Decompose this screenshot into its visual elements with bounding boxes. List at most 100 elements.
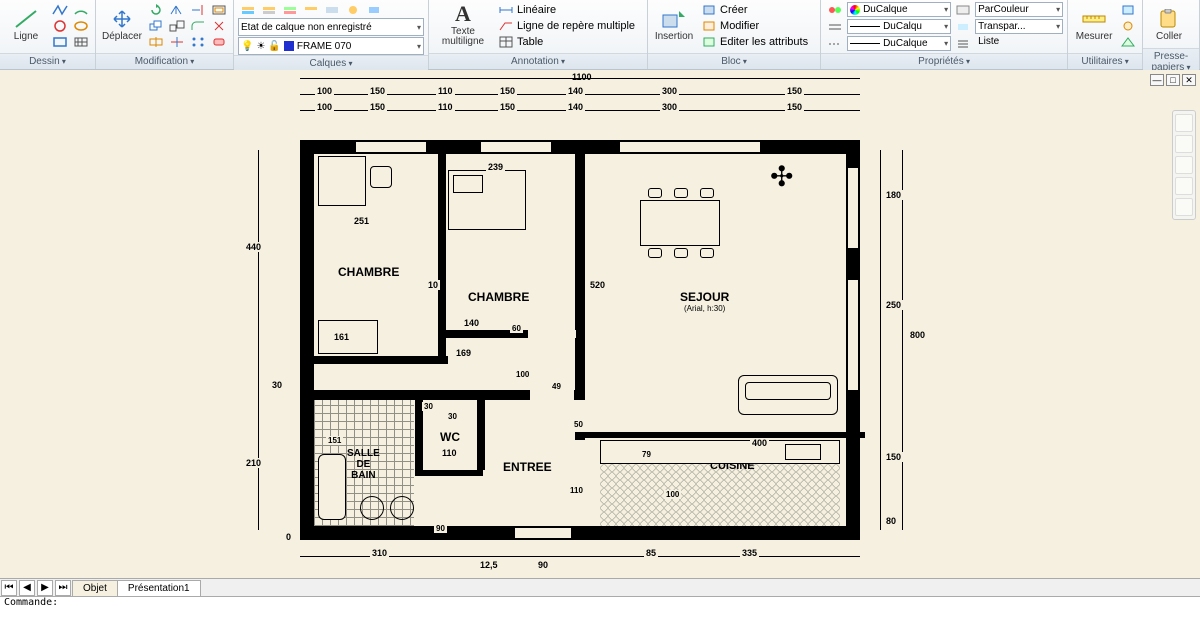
mirror-icon[interactable] (167, 2, 187, 17)
circle-icon[interactable] (50, 18, 70, 33)
layer-tool-5[interactable] (322, 2, 342, 17)
mesurer-label: Mesurer (1076, 32, 1113, 42)
scale-icon[interactable] (167, 18, 187, 33)
panel-title-dessin[interactable]: Dessin (0, 53, 95, 69)
list-icon[interactable] (953, 36, 973, 51)
texte-button[interactable]: A Texte multiligne (433, 2, 493, 48)
match-prop-icon[interactable] (825, 2, 845, 17)
stretch-icon[interactable] (146, 34, 166, 49)
nav-tool-3[interactable] (1175, 156, 1193, 174)
nav-tool-5[interactable] (1175, 198, 1193, 216)
prop-tool-b[interactable] (825, 19, 845, 34)
prop-tool-a[interactable] (953, 2, 973, 17)
polyline-icon[interactable] (50, 2, 70, 17)
attributs-button[interactable]: Editer les attributs (698, 34, 816, 49)
room-chambre1: CHAMBRE (338, 265, 399, 279)
insertion-button[interactable]: Insertion (652, 2, 696, 48)
util-1[interactable] (1118, 2, 1138, 17)
copy-icon[interactable] (146, 18, 166, 33)
layer-combo[interactable]: 💡 ☀ 🔓 FRAME 070 (238, 37, 424, 55)
ceiling-fan-icon: ✣ (770, 160, 793, 193)
tab-next-icon[interactable]: ▶ (37, 580, 53, 596)
plot-combo[interactable]: ParCouleur (975, 2, 1063, 17)
arc-icon[interactable] (71, 2, 91, 17)
mesurer-button[interactable]: Mesurer (1072, 2, 1116, 48)
minimize-icon[interactable]: — (1150, 74, 1164, 86)
nav-tool-2[interactable] (1175, 135, 1193, 153)
offset-icon[interactable] (209, 2, 229, 17)
rotate-icon[interactable] (146, 2, 166, 17)
layer-tool-3[interactable] (280, 2, 300, 17)
panel-title-calques[interactable]: Calques (234, 55, 428, 71)
extend-icon[interactable] (188, 2, 208, 17)
color-combo[interactable]: DuCalque (847, 2, 951, 17)
command-line[interactable]: Commande: (0, 596, 1200, 610)
repere-button[interactable]: Ligne de repère multiple (495, 18, 643, 33)
fillet-icon[interactable] (188, 18, 208, 33)
lineaire-button[interactable]: Linéaire (495, 2, 643, 17)
erase-icon[interactable] (209, 34, 229, 49)
panel-title-bloc[interactable]: Bloc (648, 53, 820, 69)
util-3[interactable] (1118, 34, 1138, 49)
tab-first-icon[interactable]: ⏮ (1, 580, 17, 596)
bed (448, 170, 526, 230)
nav-tool-1[interactable] (1175, 114, 1193, 132)
layer-state-text: Etat de calque non enregistré (241, 22, 372, 33)
tab-presentation1[interactable]: Présentation1 (117, 580, 201, 596)
rect-icon[interactable] (50, 34, 70, 49)
prop-tool-c[interactable] (953, 19, 973, 34)
lineweight-combo[interactable]: DuCalqu (847, 19, 951, 34)
table-button[interactable]: Table (495, 34, 643, 49)
layer-tool-4[interactable] (301, 2, 321, 17)
cuisine-sink (785, 444, 821, 460)
line-icon (12, 8, 40, 30)
texte-label: Texte multiligne (434, 27, 492, 47)
sofa (738, 375, 838, 415)
hatch-icon[interactable] (71, 34, 91, 49)
ellipse-icon[interactable] (71, 18, 91, 33)
explode-icon[interactable] (209, 18, 229, 33)
ligne-button[interactable]: Ligne (4, 2, 48, 48)
ruler-icon (1080, 8, 1108, 30)
panel-title-util[interactable]: Utilitaires (1068, 53, 1142, 69)
nav-tool-4[interactable] (1175, 177, 1193, 195)
panel-title-modif[interactable]: Modification (96, 53, 233, 69)
util-2[interactable] (1118, 18, 1138, 33)
panel-title-annot[interactable]: Annotation (429, 53, 647, 69)
sink2 (390, 496, 414, 520)
ribbon: Ligne Dessin Déplacer (0, 0, 1200, 70)
coller-label: Coller (1156, 32, 1182, 42)
tab-last-icon[interactable]: ⏭ (55, 580, 71, 596)
ligne-label: Ligne (14, 32, 38, 42)
layer-state-combo[interactable]: Etat de calque non enregistré (238, 18, 424, 36)
layer-tool-6[interactable] (343, 2, 363, 17)
layer-tool-2[interactable] (259, 2, 279, 17)
layer-color-swatch (284, 41, 294, 51)
panel-presse: Coller Presse-papiers (1143, 0, 1200, 69)
liste-label[interactable]: Liste (975, 36, 1002, 51)
tab-prev-icon[interactable]: ◀ (19, 580, 35, 596)
bathtub (318, 454, 346, 520)
layer-tool-1[interactable] (238, 2, 258, 17)
maximize-icon[interactable]: □ (1166, 74, 1180, 86)
coller-button[interactable]: Coller (1147, 2, 1191, 48)
transp-combo[interactable]: Transpar... (975, 19, 1063, 34)
model-tabs: ⏮ ◀ ▶ ⏭ Objet Présentation1 (0, 578, 1200, 596)
panel-title-prop[interactable]: Propriétés (821, 53, 1067, 69)
move-icon (108, 8, 136, 30)
floor-plan: 1100 100 150 110 150 140 300 150 100 150… (240, 100, 940, 590)
prop-tool-d[interactable] (825, 36, 845, 51)
layer-tool-7[interactable] (364, 2, 384, 17)
paste-icon (1155, 8, 1183, 30)
dining-table (640, 200, 720, 246)
drawing-area[interactable]: — □ ✕ 1100 100 150 110 150 140 300 150 1… (0, 70, 1200, 610)
creer-button[interactable]: Créer (698, 2, 816, 17)
text-icon: A (449, 3, 477, 25)
tab-objet[interactable]: Objet (72, 580, 118, 596)
trim-icon[interactable] (167, 34, 187, 49)
modifier-button[interactable]: Modifier (698, 18, 816, 33)
array-icon[interactable] (188, 34, 208, 49)
deplacer-button[interactable]: Déplacer (100, 2, 144, 48)
linetype-combo[interactable]: DuCalque (847, 36, 951, 51)
close-icon[interactable]: ✕ (1182, 74, 1196, 86)
